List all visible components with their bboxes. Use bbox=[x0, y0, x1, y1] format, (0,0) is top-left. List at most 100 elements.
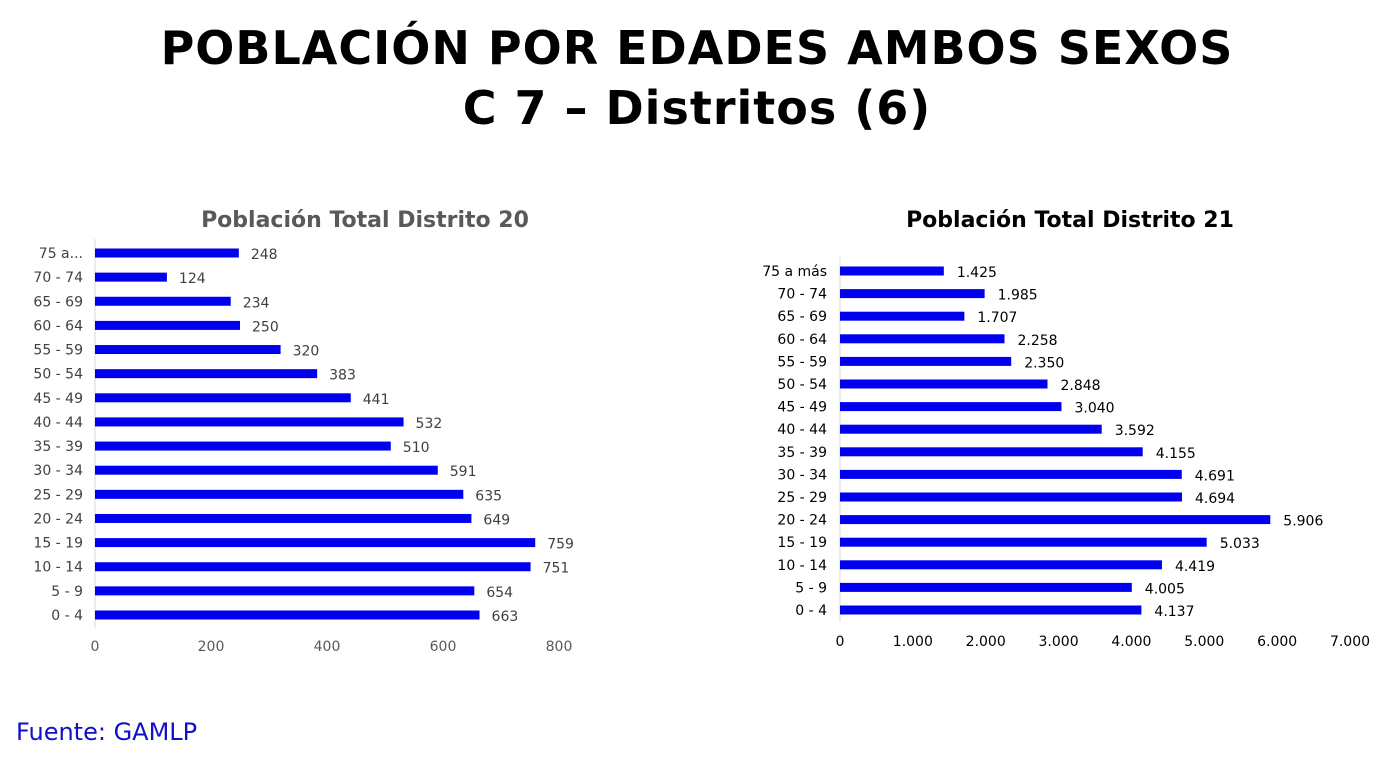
d21-category-label: 0 - 4 bbox=[795, 603, 827, 619]
page-title-line-2: C 7 – Distritos (6) bbox=[462, 81, 932, 135]
chart-2-title: Población Total Distrito 21 bbox=[906, 208, 1234, 233]
d20-bar bbox=[95, 417, 404, 427]
d21-bar bbox=[840, 469, 1182, 479]
d20-category-label: 50 - 54 bbox=[33, 367, 83, 383]
d20-value-label: 635 bbox=[475, 488, 502, 504]
d20-value-label: 383 bbox=[329, 368, 356, 384]
d21-x-tick-label: 5.000 bbox=[1184, 634, 1224, 650]
d21-value-label: 4.005 bbox=[1145, 581, 1185, 597]
d20-value-label: 250 bbox=[252, 319, 279, 335]
d20-category-label: 65 - 69 bbox=[33, 294, 83, 310]
d20-bar bbox=[95, 586, 475, 596]
d20-category-label: 10 - 14 bbox=[33, 560, 83, 576]
d20-value-label: 320 bbox=[293, 344, 320, 360]
d20-bar bbox=[95, 489, 464, 499]
d20-category-label: 75 a... bbox=[39, 246, 83, 262]
d21-value-label: 5.033 bbox=[1220, 536, 1260, 552]
d21-value-label: 1.985 bbox=[998, 288, 1038, 304]
d20-x-tick-label: 600 bbox=[430, 639, 457, 655]
d21-x-tick-label: 2.000 bbox=[966, 634, 1006, 650]
chart-distrito-21: 0 - 4 4.137 5 - 9 4.005 10 - 14 4.419 15 - 19 5… bbox=[762, 257, 1370, 650]
d21-bar bbox=[840, 605, 1142, 615]
d21-bar bbox=[840, 266, 944, 276]
d21-bar bbox=[840, 311, 965, 321]
chart-distrito-20: 0 - 4 663 5 - 9 654 10 - 14 751 15 - 19 759 20 -… bbox=[33, 239, 574, 655]
d20-bar bbox=[95, 610, 480, 620]
d21-category-label: 40 - 44 bbox=[777, 422, 827, 438]
d20-category-label: 20 - 24 bbox=[33, 511, 83, 527]
d20-category-label: 55 - 59 bbox=[33, 343, 83, 359]
d20-category-label: 35 - 39 bbox=[33, 439, 83, 455]
d20-value-label: 248 bbox=[251, 247, 278, 263]
d21-category-label: 20 - 24 bbox=[777, 513, 827, 529]
d20-bar bbox=[95, 320, 240, 330]
d20-category-label: 70 - 74 bbox=[33, 270, 83, 286]
d20-bar bbox=[95, 248, 239, 258]
d21-x-tick-label: 0 bbox=[836, 634, 845, 650]
d21-value-label: 3.040 bbox=[1074, 401, 1114, 417]
d21-bar bbox=[840, 560, 1162, 570]
d21-category-label: 25 - 29 bbox=[777, 490, 827, 506]
d20-value-label: 532 bbox=[416, 416, 443, 432]
d21-bar bbox=[840, 424, 1102, 434]
d20-value-label: 441 bbox=[363, 392, 390, 408]
d21-bar bbox=[840, 515, 1271, 525]
d20-value-label: 654 bbox=[486, 585, 513, 601]
d21-x-tick-label: 7.000 bbox=[1330, 634, 1370, 650]
d21-value-label: 4.155 bbox=[1156, 446, 1196, 462]
d21-category-label: 15 - 19 bbox=[777, 535, 827, 551]
d21-bar bbox=[840, 356, 1012, 366]
d20-x-tick-label: 400 bbox=[314, 639, 341, 655]
d20-value-label: 234 bbox=[243, 295, 270, 311]
d21-value-label: 1.707 bbox=[977, 310, 1017, 326]
d21-category-label: 65 - 69 bbox=[777, 309, 827, 325]
d21-x-tick-label: 1.000 bbox=[893, 634, 933, 650]
d21-category-label: 10 - 14 bbox=[777, 558, 827, 574]
d21-value-label: 2.848 bbox=[1060, 378, 1100, 394]
d21-x-tick-label: 6.000 bbox=[1257, 634, 1297, 650]
d21-category-label: 50 - 54 bbox=[777, 377, 827, 393]
d20-bar bbox=[95, 465, 438, 475]
d21-category-label: 70 - 74 bbox=[777, 287, 827, 303]
d21-category-label: 45 - 49 bbox=[777, 400, 827, 416]
page-title-line-1: POBLACIÓN POR EDADES AMBOS SEXOS bbox=[160, 21, 1234, 75]
d21-value-label: 4.419 bbox=[1175, 559, 1215, 575]
d20-bar bbox=[95, 272, 167, 282]
d21-bar bbox=[840, 492, 1182, 502]
d20-value-label: 759 bbox=[547, 537, 574, 553]
d20-category-label: 40 - 44 bbox=[33, 415, 83, 431]
d20-bar bbox=[95, 562, 531, 572]
d21-category-label: 30 - 34 bbox=[777, 467, 827, 483]
d20-value-label: 649 bbox=[483, 512, 510, 528]
d20-bar bbox=[95, 345, 281, 355]
d21-value-label: 2.350 bbox=[1024, 355, 1064, 371]
d21-x-tick-label: 4.000 bbox=[1111, 634, 1151, 650]
d21-value-label: 4.694 bbox=[1195, 491, 1235, 507]
d20-bar bbox=[95, 296, 231, 306]
d21-category-label: 75 a más bbox=[762, 264, 827, 280]
d20-category-label: 30 - 34 bbox=[33, 463, 83, 479]
d20-value-label: 591 bbox=[450, 464, 477, 480]
d21-x-tick-label: 3.000 bbox=[1039, 634, 1079, 650]
d21-value-label: 2.258 bbox=[1018, 333, 1058, 349]
d21-bar bbox=[840, 402, 1062, 412]
d20-bar bbox=[95, 441, 391, 451]
d21-category-label: 5 - 9 bbox=[795, 580, 827, 596]
d21-bar bbox=[840, 334, 1005, 344]
d20-category-label: 60 - 64 bbox=[33, 318, 83, 334]
d21-bar bbox=[840, 537, 1207, 547]
d21-value-label: 4.137 bbox=[1154, 604, 1194, 620]
d21-value-label: 1.425 bbox=[957, 265, 997, 281]
d21-category-label: 55 - 59 bbox=[777, 354, 827, 370]
d21-category-label: 60 - 64 bbox=[777, 332, 827, 348]
d20-value-label: 124 bbox=[179, 271, 206, 287]
d20-bar bbox=[95, 393, 351, 403]
d20-category-label: 25 - 29 bbox=[33, 487, 83, 503]
d21-bar bbox=[840, 582, 1132, 592]
d20-value-label: 751 bbox=[543, 561, 570, 577]
d20-bar bbox=[95, 513, 472, 523]
d20-category-label: 0 - 4 bbox=[51, 608, 83, 624]
d21-bar bbox=[840, 447, 1143, 457]
source-note: Fuente: GAMLP bbox=[16, 718, 198, 746]
d21-value-label: 3.592 bbox=[1115, 423, 1155, 439]
